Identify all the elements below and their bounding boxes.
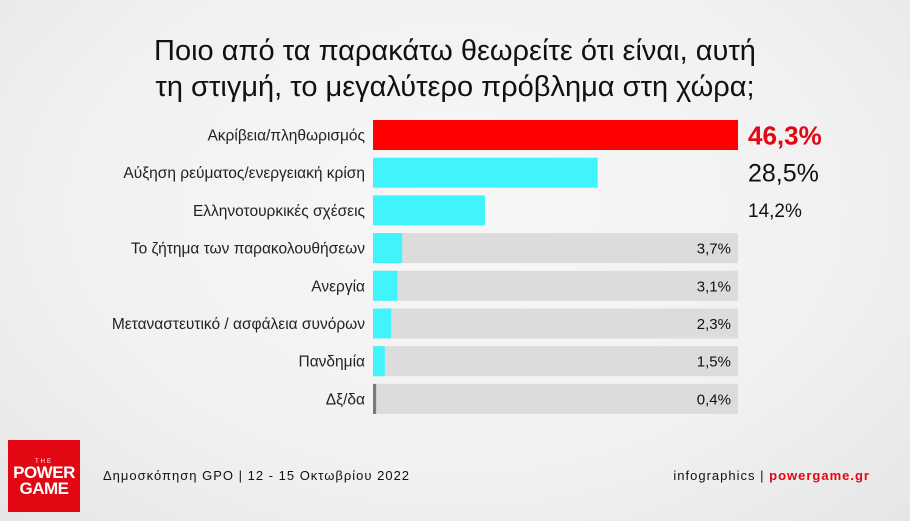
category-label: Ανεργία <box>311 278 365 295</box>
logo-line-2: GAME <box>19 479 70 498</box>
category-label: Δξ/δα <box>326 391 365 408</box>
value-label: 0,4% <box>697 391 731 408</box>
chart-title-line-2: τη στιγμή, το μεγαλύτερο πρόβλημα στη χώ… <box>155 71 755 103</box>
category-label: Πανδημία <box>299 354 366 371</box>
logo-line-1: POWER <box>13 463 75 482</box>
value-label: 2,3% <box>697 316 731 333</box>
value-bar <box>373 157 598 188</box>
value-label: 46,3% <box>748 120 822 150</box>
value-label: 1,5% <box>697 354 731 371</box>
logo-small-text: THE <box>35 459 53 465</box>
bar-track <box>373 233 738 264</box>
value-bar <box>373 195 485 226</box>
bar-track <box>373 270 738 301</box>
value-bar <box>373 233 403 264</box>
credit: infographics | powergame.gr <box>673 468 870 483</box>
bar-track <box>373 383 738 414</box>
category-label: Ακρίβεια/πληθωρισμός <box>207 128 365 145</box>
value-bar <box>373 383 377 414</box>
value-bar <box>373 346 385 377</box>
value-bar <box>373 120 738 150</box>
credit-separator: | <box>760 468 765 483</box>
bar-track <box>373 346 738 377</box>
value-label: 3,7% <box>697 241 731 258</box>
value-bar <box>373 270 398 301</box>
power-game-logo: THE POWER GAME <box>8 440 80 512</box>
poll-source: Δημοσκόπηση GPO | 12 - 15 Οκτωβρίου 2022 <box>103 468 411 483</box>
category-label: Το ζήτημα των παρακολουθήσεων <box>131 241 365 258</box>
site-link[interactable]: powergame.gr <box>769 468 870 483</box>
chart-title-line-1: Ποιο από τα παρακάτω θεωρείτε ότι είναι,… <box>154 35 756 67</box>
credit-prefix: infographics <box>673 468 756 483</box>
value-label: 3,1% <box>697 278 731 295</box>
value-label: 14,2% <box>748 201 802 222</box>
bar-track <box>373 308 738 339</box>
value-label: 28,5% <box>748 160 819 188</box>
category-label: Μεταναστευτικό / ασφάλεια συνόρων <box>112 316 365 333</box>
category-label: Ελληνοτουρκικές σχέσεις <box>193 203 365 220</box>
chart-title: Ποιο από τα παρακάτω θεωρείτε ότι είναι,… <box>0 33 910 105</box>
value-bar <box>373 308 392 339</box>
category-label: Αύξηση ρεύματος/ενεργειακή κρίση <box>123 165 365 182</box>
